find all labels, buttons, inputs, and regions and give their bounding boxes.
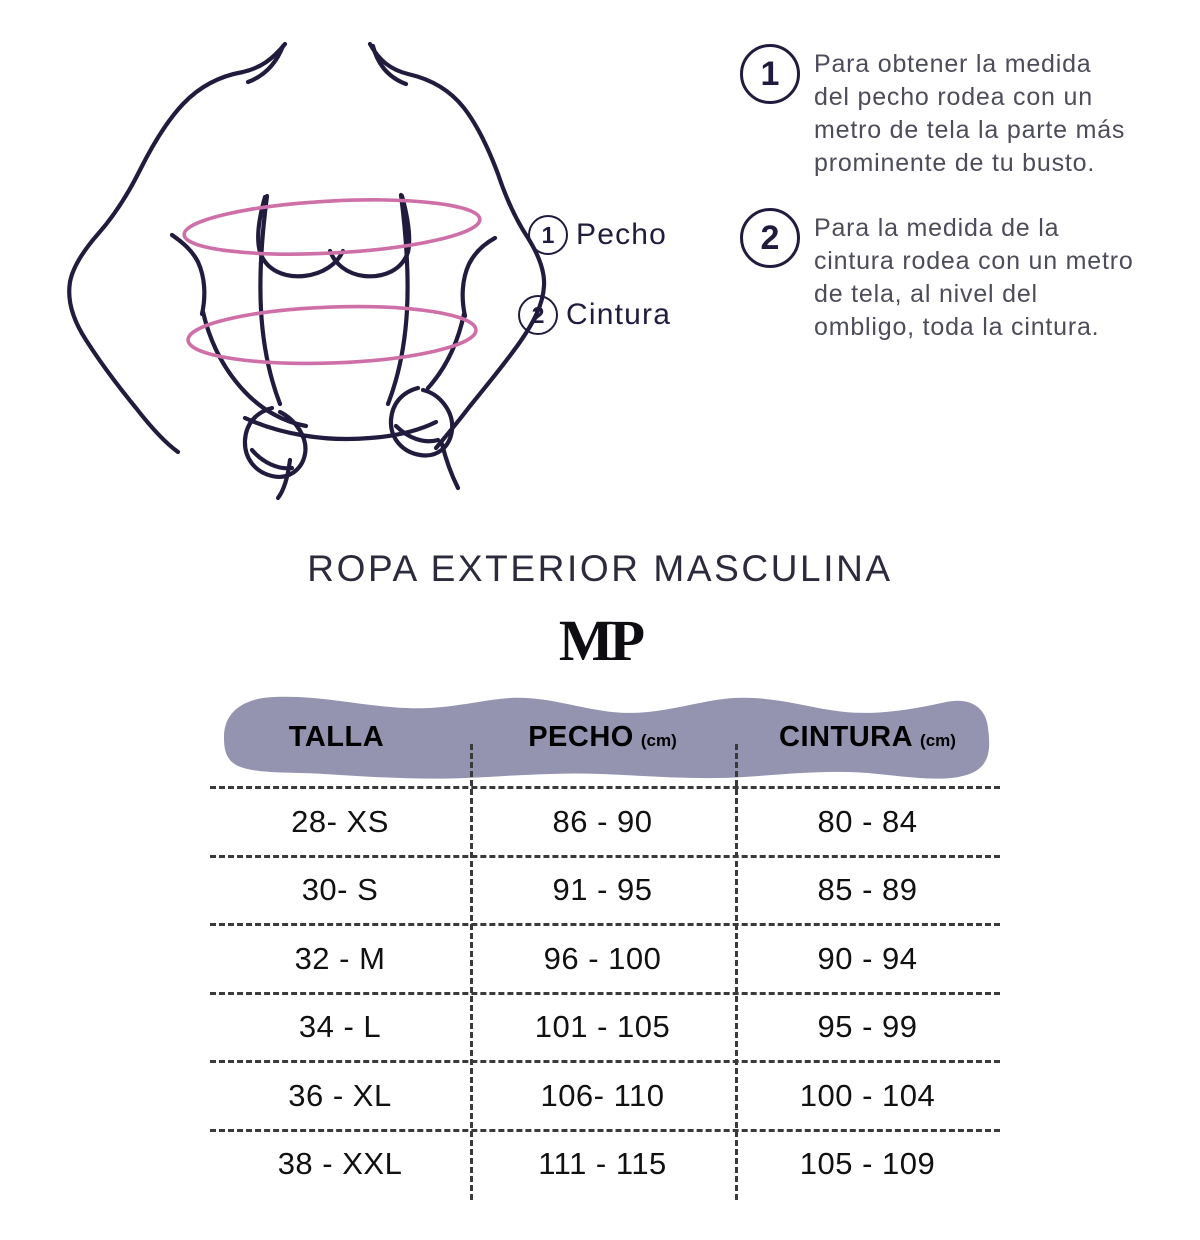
cell-pecho: 96 - 100 — [543, 940, 662, 976]
measurement-guide-section: 1 Pecho 2 Cintura 1 Para obtener la medi… — [0, 0, 1200, 520]
cell-cintura: 105 - 109 — [799, 1146, 936, 1182]
cell-pecho: 106- 110 — [540, 1077, 665, 1113]
diagram-callout-pecho: 1 Pecho — [528, 215, 667, 255]
cell-cintura: 100 - 104 — [799, 1077, 936, 1113]
waist-measure-ellipse — [186, 304, 478, 366]
column-divider-2 — [735, 744, 738, 1200]
cell-pecho: 111 - 115 — [538, 1146, 667, 1182]
callout-number-1-icon: 1 — [528, 215, 568, 255]
instruction-item-1: 1 Para obtener la medida del pecho rodea… — [740, 42, 1170, 180]
callout-label-cintura: Cintura — [566, 298, 672, 331]
column-header-cintura: CINTURA (cm) — [735, 721, 1000, 754]
table-row: 36 - XL 106- 110 100 - 104 — [210, 1060, 1000, 1129]
cell-pecho: 101 - 105 — [534, 1009, 671, 1045]
instruction-text-1: Para obtener la medida del pecho rodea c… — [814, 50, 1126, 177]
brand-logo: MP — [558, 608, 645, 673]
table-row: 32 - M 96 - 100 90 - 94 — [210, 923, 1000, 992]
cell-cintura: 80 - 84 — [817, 803, 918, 839]
torso-illustration — [67, 41, 547, 500]
column-header-pecho-unit: (cm) — [640, 730, 677, 750]
cell-pecho: 86 - 90 — [552, 803, 653, 839]
cell-talla: 28- XS — [291, 803, 389, 839]
cell-talla: 34 - L — [298, 1009, 382, 1045]
cell-talla: 30- S — [301, 872, 379, 908]
column-header-talla-label: TALLA — [288, 720, 385, 753]
instruction-item-2: 2 Para la medida de la cintura rodea con… — [740, 206, 1170, 344]
column-header-cintura-unit: (cm) — [920, 730, 956, 750]
table-row: 38 - XXL 111 - 115 105 - 109 — [210, 1128, 1000, 1198]
instruction-number-1-icon: 1 — [740, 44, 800, 104]
table-row: 30- S 91 - 95 85 - 89 — [210, 854, 1000, 924]
table-body: 28- XS 86 - 90 80 - 84 30- S 91 - 95 85 … — [210, 786, 1000, 1197]
callout-number-2-icon: 2 — [518, 295, 558, 335]
callout-label-pecho: Pecho — [576, 218, 668, 251]
instruction-text-2: Para la medida de la cintura rodea con u… — [814, 214, 1134, 341]
cell-cintura: 95 - 99 — [817, 1009, 918, 1045]
column-divider-1 — [470, 744, 473, 1200]
cell-talla: 38 - XXL — [277, 1146, 403, 1182]
table-row: 34 - L 101 - 105 95 - 99 — [210, 991, 1000, 1061]
size-chart-table: TALLA PECHO (cm) CINTURA (cm) 28- XS 86 … — [210, 688, 1000, 1200]
canvas-bottom-clip — [0, 1200, 1200, 1240]
chest-measure-ellipse — [182, 198, 482, 256]
cell-pecho: 91 - 95 — [552, 872, 653, 908]
cell-talla: 36 - XL — [288, 1077, 392, 1113]
diagram-callout-cintura: 2 Cintura — [518, 295, 671, 335]
table-header-background — [224, 696, 990, 779]
instruction-number-2-icon: 2 — [740, 208, 800, 268]
table-header-row: TALLA PECHO (cm) CINTURA (cm) — [210, 688, 1000, 786]
instructions-list: 1 Para obtener la medida del pecho rodea… — [740, 42, 1170, 370]
cell-cintura: 85 - 89 — [817, 872, 918, 908]
column-header-pecho-label: PECHO — [528, 720, 634, 753]
column-header-cintura-label: CINTURA — [779, 720, 914, 753]
cell-talla: 32 - M — [294, 940, 386, 976]
cell-cintura: 90 - 94 — [817, 940, 918, 976]
column-header-pecho: PECHO (cm) — [470, 721, 735, 754]
table-row: 28- XS 86 - 90 80 - 84 — [210, 786, 1000, 855]
page-title: ROPA EXTERIOR MASCULINA — [307, 548, 893, 589]
column-header-talla: TALLA — [210, 721, 470, 754]
